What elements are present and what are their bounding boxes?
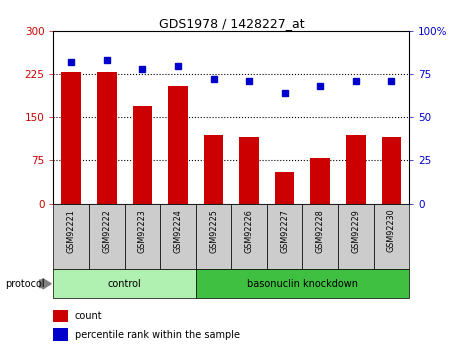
Bar bbox=[53, 328, 68, 341]
Bar bbox=[196, 204, 232, 269]
Bar bbox=[239, 137, 259, 204]
Bar bbox=[160, 204, 196, 269]
Text: count: count bbox=[75, 311, 102, 321]
Bar bbox=[267, 204, 303, 269]
Bar bbox=[196, 269, 409, 298]
Text: GSM92226: GSM92226 bbox=[245, 209, 253, 253]
Bar bbox=[232, 204, 267, 269]
Bar bbox=[374, 204, 409, 269]
Text: GSM92227: GSM92227 bbox=[280, 209, 289, 253]
Bar bbox=[168, 86, 188, 204]
Text: GSM92223: GSM92223 bbox=[138, 209, 147, 253]
Text: GSM92228: GSM92228 bbox=[316, 209, 325, 253]
Title: GDS1978 / 1428227_at: GDS1978 / 1428227_at bbox=[159, 17, 304, 30]
Text: protocol: protocol bbox=[5, 279, 44, 289]
Text: GSM92222: GSM92222 bbox=[102, 209, 111, 253]
Bar bbox=[89, 204, 125, 269]
Bar bbox=[125, 204, 160, 269]
Bar bbox=[382, 137, 401, 204]
Bar bbox=[303, 204, 338, 269]
Bar bbox=[275, 172, 294, 204]
Bar bbox=[53, 204, 89, 269]
Text: percentile rank within the sample: percentile rank within the sample bbox=[75, 330, 240, 339]
Text: GSM92230: GSM92230 bbox=[387, 209, 396, 253]
Bar bbox=[204, 135, 223, 204]
Text: basonuclin knockdown: basonuclin knockdown bbox=[247, 279, 358, 289]
Text: GSM92229: GSM92229 bbox=[352, 209, 360, 253]
Bar bbox=[53, 310, 68, 322]
Bar bbox=[133, 106, 152, 204]
Bar bbox=[53, 269, 196, 298]
Bar bbox=[346, 135, 365, 204]
Text: GSM92224: GSM92224 bbox=[173, 209, 182, 253]
Text: GSM92221: GSM92221 bbox=[67, 209, 76, 253]
Bar bbox=[311, 158, 330, 204]
Bar bbox=[97, 72, 117, 204]
Bar bbox=[338, 204, 374, 269]
Text: GSM92225: GSM92225 bbox=[209, 209, 218, 253]
Text: control: control bbox=[108, 279, 141, 289]
Bar bbox=[61, 72, 81, 204]
